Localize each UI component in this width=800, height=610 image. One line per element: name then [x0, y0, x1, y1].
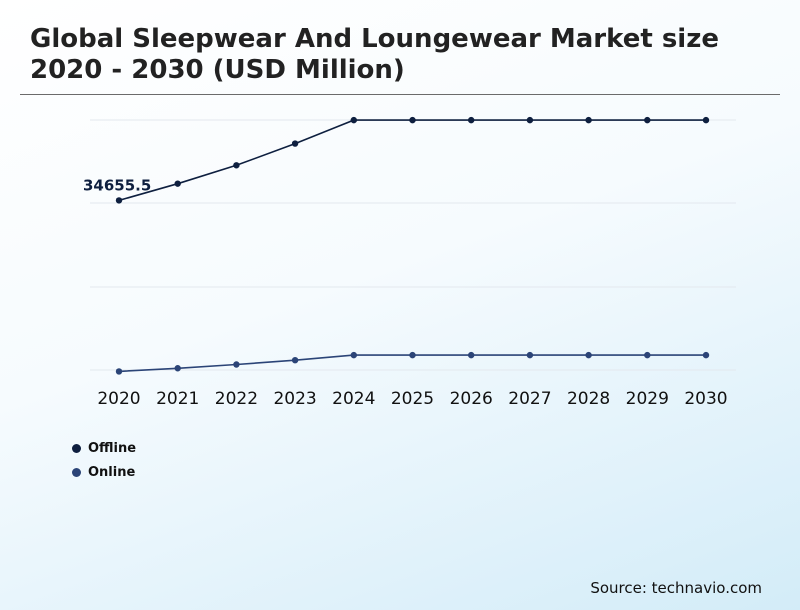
data-point-offline[interactable]	[585, 116, 592, 124]
data-point-online[interactable]	[291, 356, 299, 364]
series-line-offline	[118, 119, 706, 202]
data-point-online[interactable]	[350, 351, 357, 359]
source-note: Source: technavio.com	[590, 579, 762, 597]
data-point-offline[interactable]	[526, 116, 534, 124]
legend: Offline Online	[72, 436, 136, 484]
data-point-offline[interactable]	[233, 162, 240, 169]
x-tick-label: 2023	[273, 389, 316, 409]
legend-item-offline[interactable]: Offline	[72, 436, 136, 460]
data-point-offline[interactable]	[291, 140, 299, 147]
data-point-offline[interactable]	[409, 116, 416, 124]
x-axis-ticks: 2020 2021 2022 2023 2024 2025 2026 2027 2028 2029…	[97, 389, 727, 409]
x-tick-label: 2026	[450, 389, 493, 409]
data-point-offline[interactable]	[350, 116, 357, 124]
x-tick-label: 2029	[626, 389, 669, 409]
x-tick-label: 2022	[215, 389, 258, 409]
x-tick-label: 2024	[332, 389, 375, 409]
data-point-offline[interactable]	[644, 116, 651, 124]
x-tick-label: 2028	[567, 389, 610, 409]
legend-item-online[interactable]: Online	[72, 460, 136, 484]
x-tick-label: 2025	[391, 389, 434, 409]
x-tick-label: 2030	[684, 389, 727, 409]
legend-label-online: Online	[88, 464, 136, 480]
x-tick-label: 2027	[508, 389, 551, 409]
data-point-offline[interactable]	[468, 116, 475, 124]
data-point-offline[interactable]	[174, 180, 181, 187]
data-point-online[interactable]	[233, 361, 240, 368]
legend-label-offline: Offline	[88, 440, 137, 456]
chart-title: Global Sleepwear And Loungewear Market s…	[30, 24, 719, 85]
data-point-online[interactable]	[115, 368, 123, 375]
data-point-online[interactable]	[468, 351, 475, 359]
data-point-online[interactable]	[702, 351, 710, 359]
data-label-offline: 34655.5	[83, 176, 151, 194]
data-point-offline[interactable]	[702, 116, 710, 124]
data-point-offline[interactable]	[115, 197, 123, 204]
x-tick-label: 2020	[97, 389, 140, 409]
gridlines	[90, 119, 736, 371]
data-point-online[interactable]	[526, 351, 534, 359]
x-tick-label: 2021	[156, 389, 199, 409]
data-point-online[interactable]	[409, 351, 416, 359]
data-point-online[interactable]	[644, 351, 651, 359]
legend-marker-offline	[72, 443, 81, 453]
data-labels: 34655.5	[83, 176, 151, 194]
series-lines	[118, 119, 706, 373]
data-point-online[interactable]	[174, 365, 181, 372]
legend-marker-online	[72, 467, 81, 477]
data-point-online[interactable]	[585, 351, 592, 359]
series-points	[115, 116, 710, 375]
title-divider	[20, 94, 780, 95]
